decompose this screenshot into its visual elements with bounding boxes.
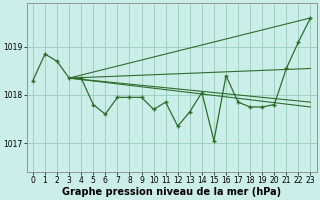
X-axis label: Graphe pression niveau de la mer (hPa): Graphe pression niveau de la mer (hPa) xyxy=(62,187,281,197)
